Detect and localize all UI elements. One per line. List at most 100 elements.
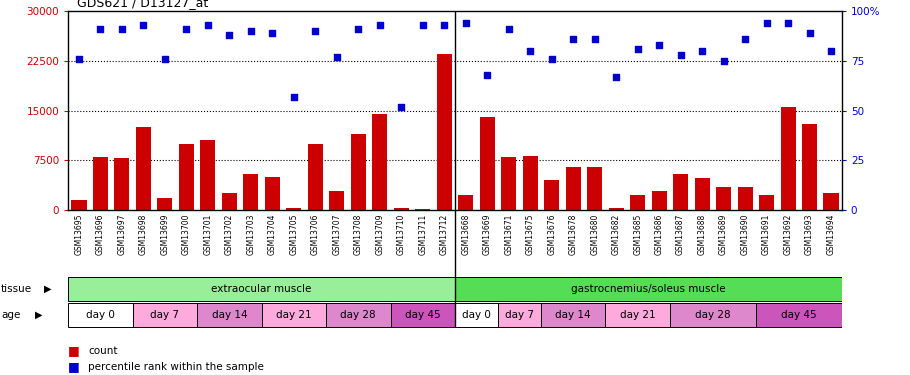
Text: GSM13687: GSM13687 — [676, 213, 685, 255]
Text: GSM13699: GSM13699 — [160, 213, 169, 255]
Point — [523, 48, 538, 54]
Bar — [609, 208, 623, 210]
Text: GSM13702: GSM13702 — [225, 213, 234, 255]
Point — [695, 48, 710, 54]
Text: GSM13694: GSM13694 — [826, 213, 835, 255]
Point — [115, 26, 129, 32]
Point — [544, 56, 559, 62]
Point — [179, 26, 194, 32]
Bar — [415, 209, 430, 210]
Text: day 0: day 0 — [86, 310, 115, 320]
Text: ▶: ▶ — [44, 284, 51, 294]
Bar — [265, 177, 280, 210]
Text: GSM13712: GSM13712 — [440, 213, 449, 255]
Text: tissue: tissue — [1, 284, 32, 294]
Text: day 28: day 28 — [695, 310, 731, 320]
Text: ■: ■ — [68, 344, 80, 357]
Text: GSM13711: GSM13711 — [419, 213, 428, 255]
Text: day 45: day 45 — [781, 310, 816, 320]
Bar — [133, 303, 197, 327]
Bar — [737, 187, 753, 210]
Point — [416, 22, 430, 28]
Text: GSM13680: GSM13680 — [591, 213, 599, 255]
Point — [308, 28, 323, 34]
Point — [437, 22, 451, 28]
Point — [329, 54, 344, 60]
Bar — [308, 144, 323, 210]
Bar — [605, 303, 670, 327]
Bar — [824, 194, 838, 210]
Text: GSM13709: GSM13709 — [375, 213, 384, 255]
Point — [93, 26, 107, 32]
Bar — [157, 198, 173, 210]
Bar — [501, 157, 516, 210]
Point — [265, 30, 279, 36]
Bar — [802, 124, 817, 210]
Text: day 28: day 28 — [340, 310, 376, 320]
Text: GSM13706: GSM13706 — [311, 213, 319, 255]
Point — [136, 22, 151, 28]
Point — [609, 74, 623, 80]
Text: GSM13704: GSM13704 — [268, 213, 277, 255]
Point — [459, 20, 473, 26]
Bar — [587, 167, 602, 210]
Point — [673, 52, 688, 58]
Text: GSM13705: GSM13705 — [289, 213, 298, 255]
Point — [287, 94, 301, 100]
Bar — [222, 194, 237, 210]
Point — [501, 26, 516, 32]
Text: GSM13692: GSM13692 — [784, 213, 793, 255]
Text: count: count — [88, 346, 117, 355]
Text: percentile rank within the sample: percentile rank within the sample — [88, 362, 264, 372]
Bar — [68, 277, 455, 301]
Bar — [197, 303, 262, 327]
Bar — [759, 195, 774, 210]
Bar — [72, 200, 86, 210]
Point — [716, 58, 731, 64]
Bar — [329, 192, 344, 210]
Text: GSM13696: GSM13696 — [96, 213, 105, 255]
Bar — [372, 114, 388, 210]
Text: GSM13675: GSM13675 — [526, 213, 535, 255]
Text: extraocular muscle: extraocular muscle — [211, 284, 312, 294]
Bar — [541, 303, 605, 327]
Text: GSM13686: GSM13686 — [654, 213, 663, 255]
Point — [372, 22, 387, 28]
Bar — [480, 117, 495, 210]
Text: GSM13707: GSM13707 — [332, 213, 341, 255]
Bar — [455, 303, 498, 327]
Point — [631, 46, 645, 52]
Bar — [498, 303, 541, 327]
Text: GSM13671: GSM13671 — [504, 213, 513, 255]
Bar — [522, 156, 538, 210]
Bar — [262, 303, 326, 327]
Text: GSM13693: GSM13693 — [805, 213, 814, 255]
Text: ■: ■ — [68, 360, 80, 373]
Bar — [200, 141, 216, 210]
Text: GSM13678: GSM13678 — [569, 213, 578, 255]
Text: GSM13676: GSM13676 — [547, 213, 556, 255]
Text: GSM13685: GSM13685 — [633, 213, 642, 255]
Text: day 45: day 45 — [405, 310, 440, 320]
Text: day 21: day 21 — [276, 310, 311, 320]
Point — [781, 20, 795, 26]
Text: day 14: day 14 — [555, 310, 591, 320]
Bar — [652, 192, 667, 210]
Text: GSM13698: GSM13698 — [139, 213, 148, 255]
Bar — [756, 303, 842, 327]
Text: day 0: day 0 — [462, 310, 490, 320]
Text: GSM13701: GSM13701 — [204, 213, 212, 255]
Text: GDS621 / D13127_at: GDS621 / D13127_at — [77, 0, 208, 9]
Bar — [326, 303, 390, 327]
Bar — [350, 134, 366, 210]
Point — [244, 28, 258, 34]
Text: GSM13695: GSM13695 — [75, 213, 84, 255]
Point — [480, 72, 494, 78]
Bar — [179, 144, 194, 210]
Point — [351, 26, 366, 32]
Text: GSM13689: GSM13689 — [719, 213, 728, 255]
Bar — [694, 178, 710, 210]
Bar — [287, 208, 301, 210]
Text: GSM13682: GSM13682 — [612, 213, 621, 255]
Bar — [716, 187, 731, 210]
